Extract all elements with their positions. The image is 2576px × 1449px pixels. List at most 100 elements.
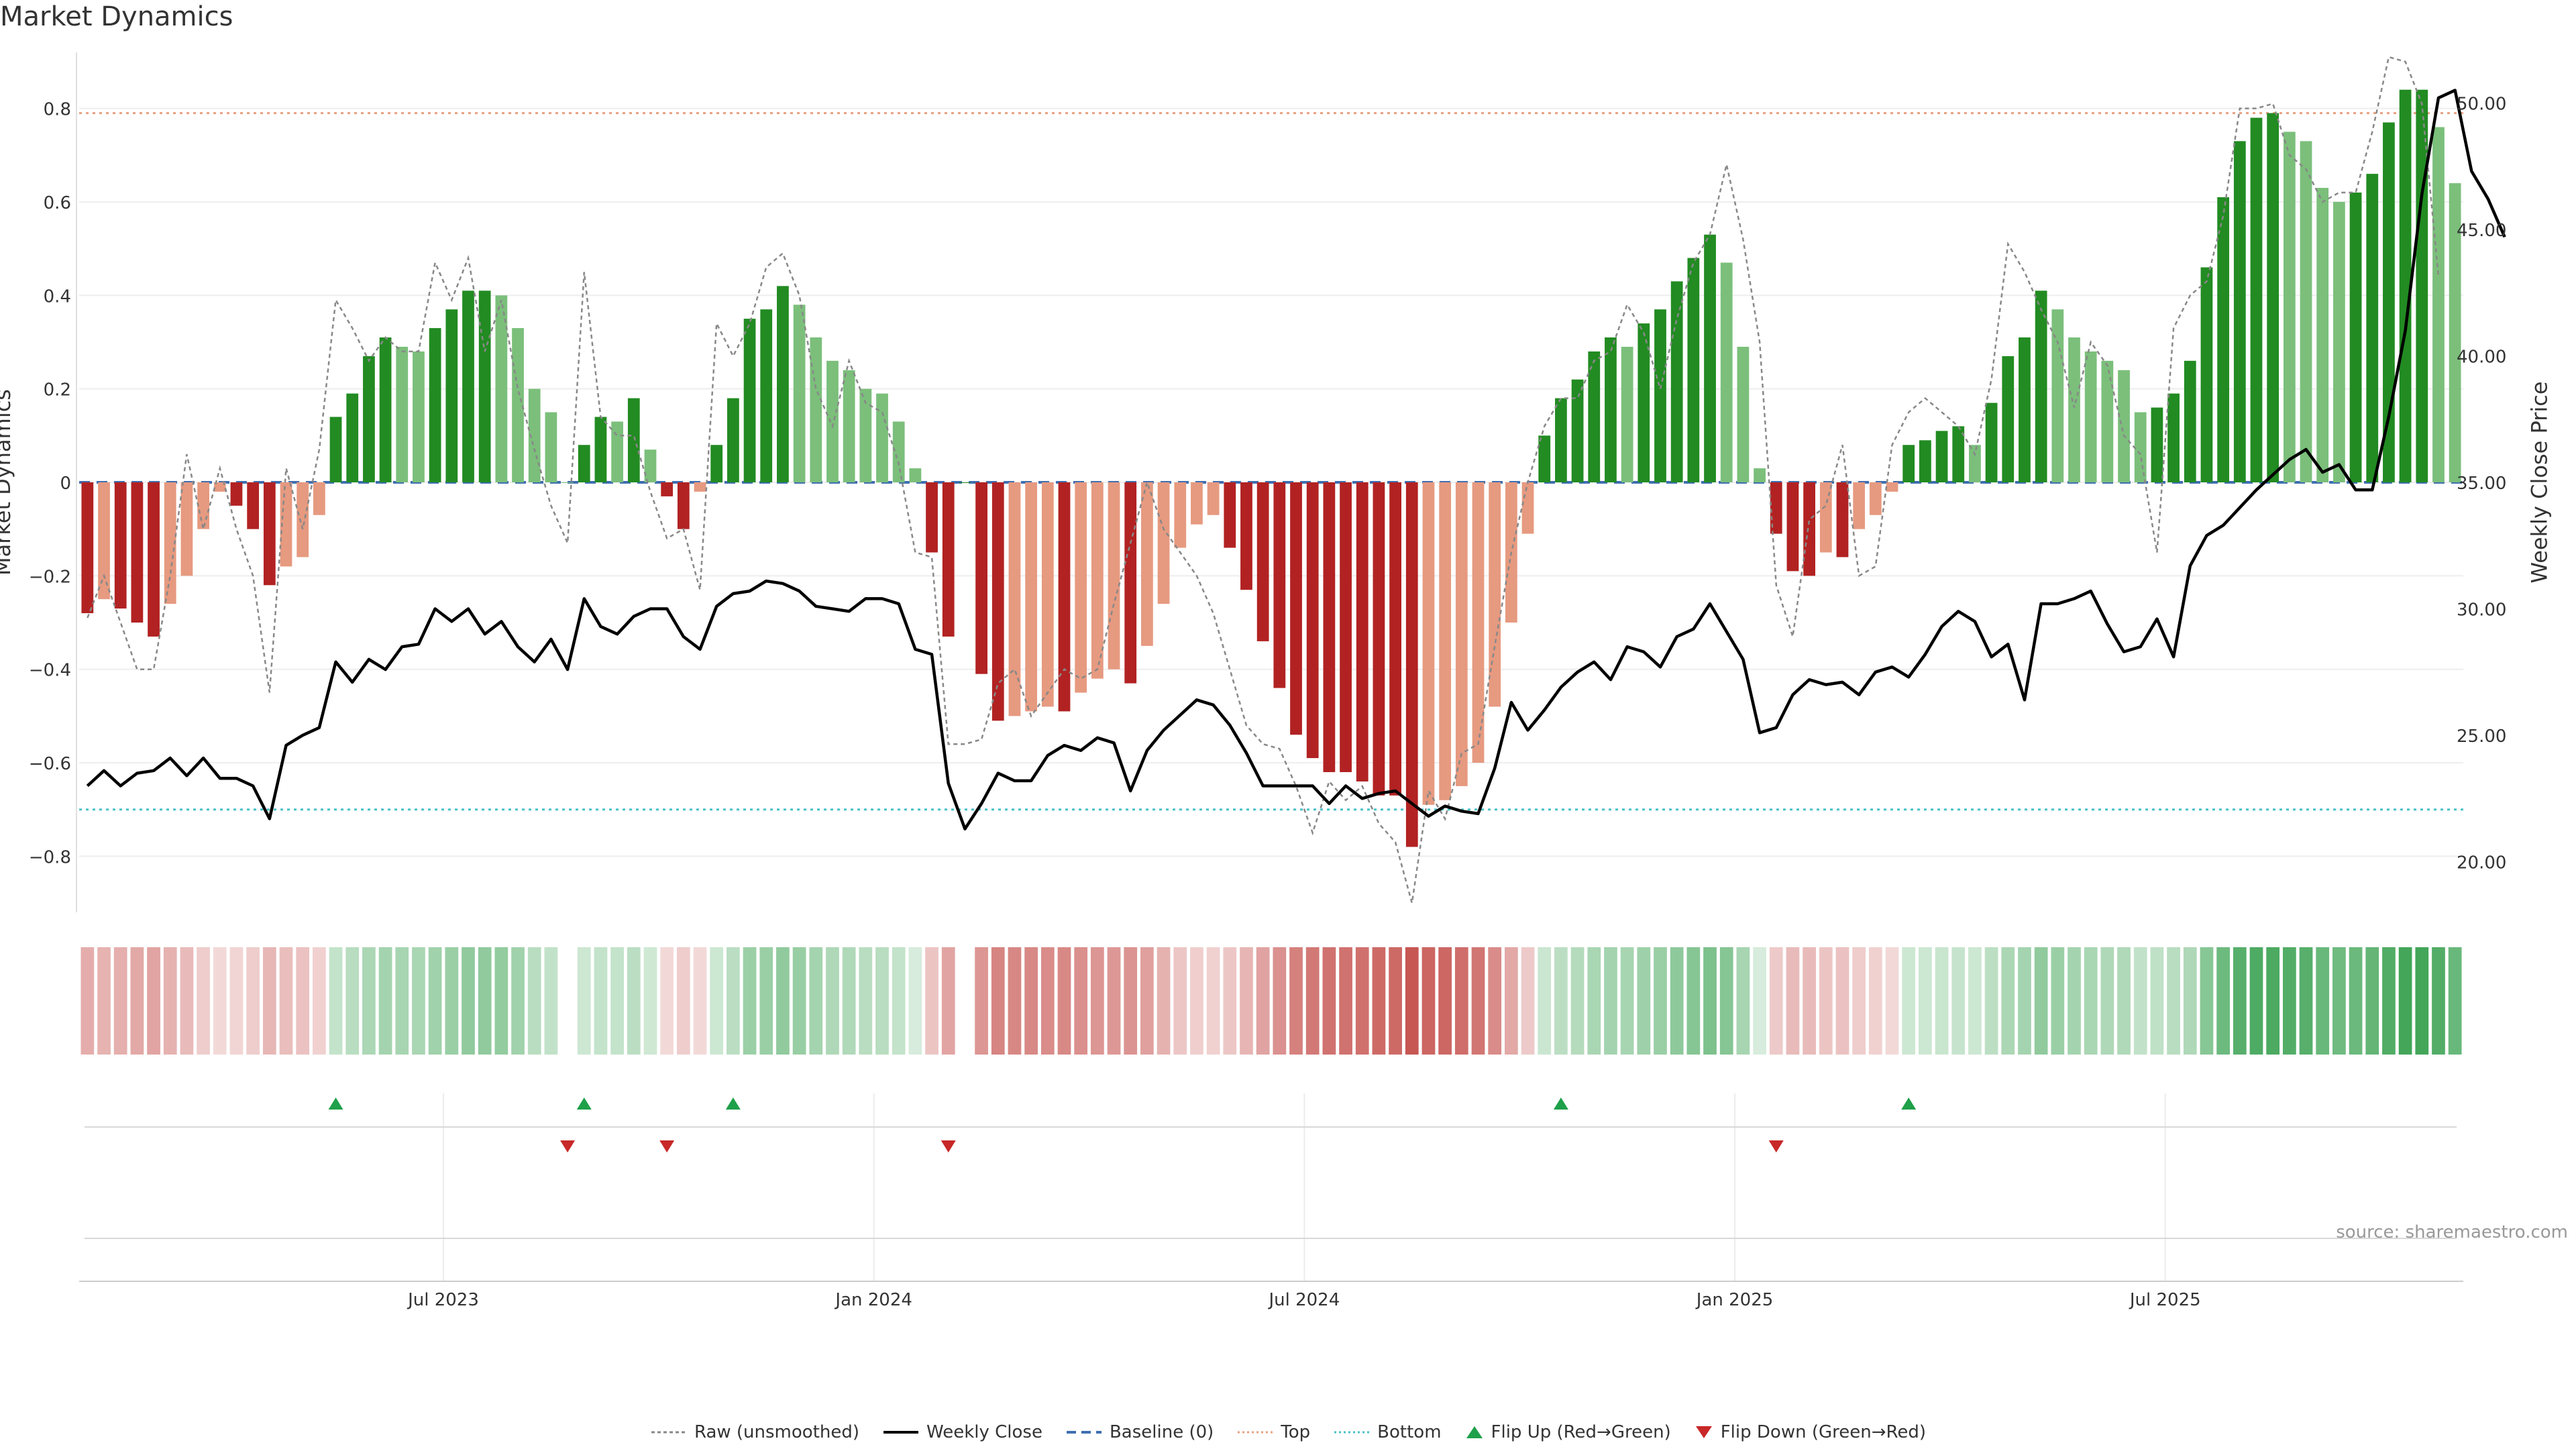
heat-strip-cell xyxy=(1438,947,1452,1055)
heat-strip-cell xyxy=(1090,947,1104,1055)
heat-strip-cell xyxy=(2133,947,2147,1055)
dynamics-bar xyxy=(1786,482,1799,572)
left-tick-label: 0.6 xyxy=(44,193,71,213)
dynamics-bar xyxy=(1041,482,1054,707)
legend-label-close: Weekly Close xyxy=(926,1422,1042,1442)
heat-strip-cell xyxy=(494,947,508,1055)
dynamics-bar xyxy=(743,319,756,482)
heat-strip-cell xyxy=(1835,947,1849,1055)
dynamics-bar xyxy=(2383,122,2395,482)
dynamics-bar xyxy=(2118,370,2130,482)
heat-strip-cell xyxy=(1554,947,1568,1055)
dynamics-bar xyxy=(1191,482,1203,525)
dynamics-bar xyxy=(1108,482,1120,669)
heat-strip-cell xyxy=(544,947,558,1055)
heat-strip-cell xyxy=(925,947,938,1055)
bottom-line-icon xyxy=(1334,1431,1370,1434)
heat-strip-cell xyxy=(2432,947,2445,1055)
dynamics-bar xyxy=(1439,482,1452,800)
heat-strip-cell xyxy=(2001,947,2015,1055)
heat-strip-cell xyxy=(1024,947,1038,1055)
heat-strip-cell xyxy=(2249,947,2263,1055)
dynamics-bar xyxy=(1025,482,1038,712)
heat-strip-cell xyxy=(395,947,409,1055)
dynamics-bar xyxy=(1605,337,1617,482)
dynamics-bar xyxy=(346,393,359,482)
dynamics-bar xyxy=(1256,482,1269,641)
dynamics-bar xyxy=(462,290,474,482)
heat-strip-cell xyxy=(130,947,144,1055)
dynamics-bar xyxy=(727,398,739,482)
legend-label-bottom: Bottom xyxy=(1377,1422,1442,1442)
heat-strip-cell xyxy=(1256,947,1270,1055)
chart-title: Market Dynamics xyxy=(0,1,233,32)
heat-strip-cell xyxy=(312,947,326,1055)
dynamics-bar xyxy=(2300,141,2312,482)
heat-strip-cell xyxy=(710,947,724,1055)
dynamics-bar xyxy=(661,482,674,496)
dynamics-bar xyxy=(2134,412,2147,482)
dynamics-bar xyxy=(826,360,839,482)
heat-strip-cell xyxy=(296,947,310,1055)
heat-strip-cell xyxy=(1504,947,1518,1055)
heat-strip-cell xyxy=(279,947,293,1055)
dynamics-bar xyxy=(2250,117,2263,483)
dynamics-bar xyxy=(1704,234,1716,482)
dynamics-bar xyxy=(1902,445,1915,482)
dynamics-bar xyxy=(1819,482,1832,553)
dynamics-bar xyxy=(1869,482,1882,515)
dynamics-bar xyxy=(1638,323,1650,482)
dynamics-bar xyxy=(2217,197,2230,482)
legend-item-bottom: Bottom xyxy=(1333,1422,1442,1442)
heat-strip-cell xyxy=(445,947,459,1055)
heat-strip-cell xyxy=(2299,947,2313,1055)
heat-strip-cell xyxy=(743,947,757,1055)
heat-strip-cell xyxy=(2068,947,2081,1055)
heat-strip-cell xyxy=(643,947,657,1055)
dynamics-bar xyxy=(445,309,458,482)
heat-strip-cell xyxy=(1919,947,1932,1055)
dynamics-bar xyxy=(2184,360,2196,482)
heat-strip-cell xyxy=(1322,947,1336,1055)
dynamics-bar xyxy=(1472,482,1485,763)
heat-strip-cell xyxy=(2018,947,2031,1055)
dynamics-bar xyxy=(1356,482,1368,782)
heat-strip-cell xyxy=(1769,947,1783,1055)
dynamics-bar xyxy=(1323,482,1336,772)
heat-strip-cell xyxy=(1670,947,1684,1055)
dynamics-bar xyxy=(1985,402,1998,482)
dynamics-bar xyxy=(297,482,309,557)
heat-strip-cell xyxy=(527,947,541,1055)
heat-strip-cell xyxy=(627,947,641,1055)
heat-strip-cell xyxy=(1786,947,1800,1055)
heat-strip-cell xyxy=(1803,947,1816,1055)
heat-strip-cell xyxy=(1240,947,1253,1055)
series-lines xyxy=(86,56,2506,904)
dynamics-bar xyxy=(1340,482,1352,772)
dynamics-bar xyxy=(429,328,441,482)
dynamics-bar xyxy=(247,482,260,529)
right-tick-label: 50.00 xyxy=(2457,94,2506,114)
dynamics-bar xyxy=(2167,393,2180,482)
dynamics-bar xyxy=(2449,183,2461,482)
heat-strip-cell xyxy=(1074,947,1088,1055)
dynamics-bar xyxy=(81,482,94,614)
flip-up-marker xyxy=(328,1097,343,1110)
heat-strip-cell xyxy=(478,947,492,1055)
dynamics-bar xyxy=(975,482,987,674)
legend-label-baseline: Baseline (0) xyxy=(1109,1422,1214,1442)
dynamics-bar xyxy=(1124,482,1137,684)
heat-strip-cell xyxy=(1538,947,1552,1055)
legend-label-raw: Raw (unsmoothed) xyxy=(694,1422,860,1442)
heat-strip-cell xyxy=(826,947,839,1055)
legend-label-flipup: Flip Up (Red→Green) xyxy=(1491,1422,1671,1442)
dynamics-bar xyxy=(1654,309,1666,482)
dynamics-bar xyxy=(1240,482,1252,590)
heat-strip-cell xyxy=(1587,947,1601,1055)
dynamics-bar xyxy=(1075,482,1087,693)
dynamics-bar xyxy=(2267,113,2279,483)
dynamics-bar xyxy=(1935,431,1948,482)
heat-strip-cell xyxy=(462,947,475,1055)
heat-strip-cell xyxy=(1008,947,1022,1055)
